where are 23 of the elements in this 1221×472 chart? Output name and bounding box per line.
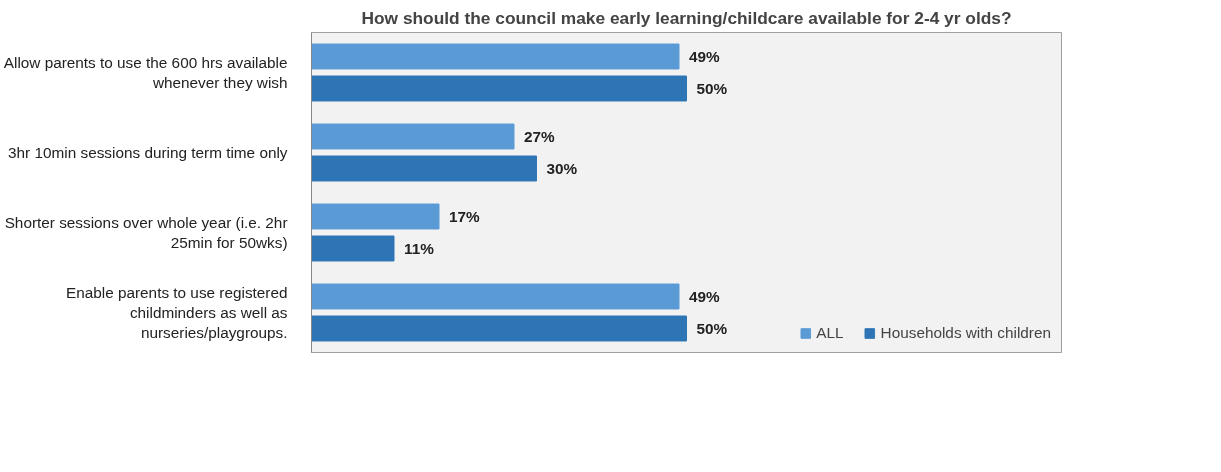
data-label: 17% (449, 208, 481, 225)
y-tick-label: Shorter sessions over whole year (i.e. 2hr 25min for 50wks) (4, 213, 288, 252)
legend-label: Households with children (880, 324, 1051, 342)
data-label: 50% (696, 320, 728, 337)
bar (311, 75, 687, 102)
data-label: 11% (404, 240, 435, 257)
bar (311, 155, 537, 182)
chart-title: How should the council make early learning/childcare available for 2-4 yr olds? (361, 7, 1012, 28)
data-label: 49% (689, 48, 721, 65)
y-tick-label: Allow parents to use the 600 hrs available whenever they wish (3, 53, 288, 92)
bar (311, 123, 515, 150)
bar (311, 315, 687, 342)
y-tick-label: Enable parents to use registered childminders as well as nurseries/playgroups. (65, 283, 288, 342)
y-tick-label: 3hr 10min sessions during term time only (8, 144, 288, 161)
data-label: 30% (546, 160, 578, 177)
bar (311, 203, 440, 230)
data-label: 50% (696, 80, 728, 97)
bar (311, 43, 680, 70)
bar (311, 283, 680, 310)
data-label: 27% (524, 128, 556, 145)
bar (311, 235, 395, 262)
data-label: 49% (689, 288, 721, 305)
legend-label: ALL (816, 324, 844, 342)
